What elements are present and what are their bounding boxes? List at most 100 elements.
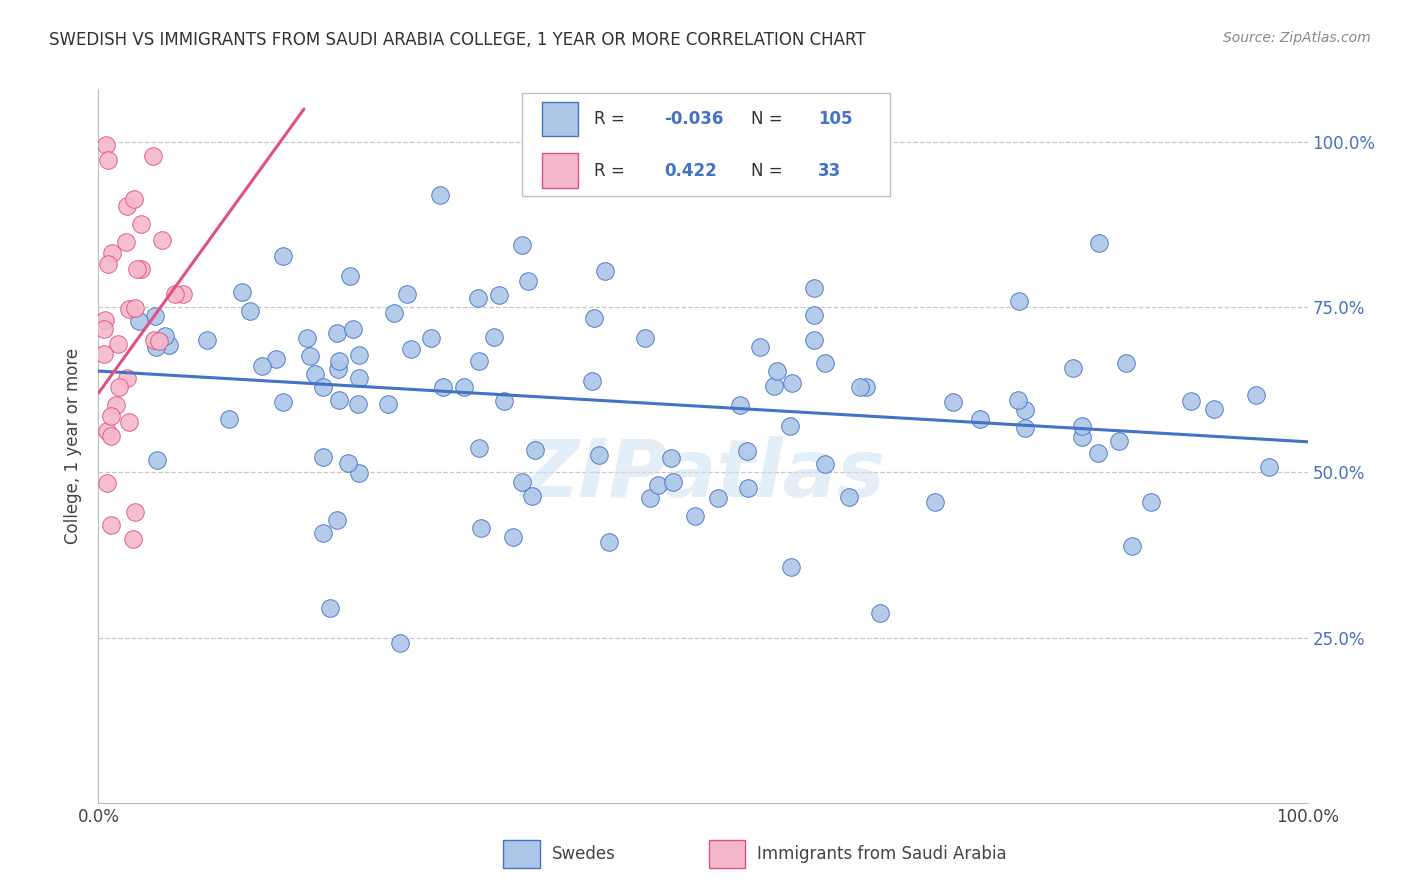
Point: [737, 444, 759, 458]
Point: [100, 518, 122, 533]
Point: [271, 249, 294, 263]
Point: [337, 456, 360, 470]
Text: -0.036: -0.036: [664, 111, 724, 128]
Point: [749, 340, 772, 354]
Point: [647, 478, 669, 492]
Point: [803, 333, 825, 347]
Point: [598, 535, 620, 549]
Point: [93, 321, 115, 335]
FancyBboxPatch shape: [709, 840, 745, 869]
Text: N =: N =: [751, 161, 783, 179]
Point: [150, 233, 173, 247]
Point: [142, 333, 165, 347]
Point: [326, 513, 349, 527]
Point: [146, 452, 169, 467]
Point: [1121, 539, 1143, 553]
Point: [494, 394, 516, 409]
Point: [803, 280, 825, 294]
Point: [510, 475, 533, 489]
Point: [510, 237, 533, 252]
Point: [470, 521, 492, 535]
Point: [97, 153, 120, 168]
Point: [468, 442, 491, 456]
Point: [1062, 361, 1084, 376]
Point: [707, 491, 730, 505]
Point: [326, 326, 349, 340]
Point: [312, 379, 335, 393]
Point: [1244, 387, 1267, 401]
Point: [328, 353, 350, 368]
FancyBboxPatch shape: [503, 840, 540, 869]
Point: [382, 306, 405, 320]
Point: [453, 380, 475, 394]
Point: [633, 330, 655, 344]
Point: [115, 199, 138, 213]
Point: [121, 532, 143, 546]
Point: [855, 380, 877, 394]
Point: [93, 347, 115, 361]
Point: [319, 601, 342, 615]
FancyBboxPatch shape: [522, 93, 890, 196]
Text: Swedes: Swedes: [551, 846, 616, 863]
Point: [157, 337, 180, 351]
Point: [107, 380, 129, 394]
Point: [304, 368, 326, 382]
Point: [299, 349, 322, 363]
Point: [295, 331, 318, 345]
Point: [155, 329, 177, 343]
Point: [516, 274, 538, 288]
Point: [347, 466, 370, 480]
Point: [129, 218, 152, 232]
Point: [97, 257, 120, 271]
Text: Source: ZipAtlas.com: Source: ZipAtlas.com: [1223, 31, 1371, 45]
FancyBboxPatch shape: [543, 153, 578, 187]
Point: [1202, 401, 1225, 416]
Point: [779, 419, 801, 434]
Point: [124, 505, 146, 519]
FancyBboxPatch shape: [543, 102, 578, 136]
Point: [124, 301, 146, 315]
Point: [924, 495, 946, 509]
Text: N =: N =: [751, 111, 783, 128]
Point: [141, 149, 163, 163]
Point: [148, 334, 170, 348]
Text: Immigrants from Saudi Arabia: Immigrants from Saudi Arabia: [758, 846, 1007, 863]
Point: [96, 476, 118, 491]
Point: [659, 450, 682, 465]
Point: [1115, 356, 1137, 370]
Point: [165, 286, 187, 301]
Point: [1258, 459, 1281, 474]
Point: [502, 531, 524, 545]
Point: [346, 397, 368, 411]
Point: [942, 395, 965, 409]
Text: 105: 105: [818, 111, 852, 128]
Point: [1008, 294, 1031, 309]
Point: [1014, 403, 1036, 417]
Point: [131, 261, 153, 276]
Point: [311, 450, 333, 464]
Point: [143, 309, 166, 323]
Point: [388, 636, 411, 650]
Point: [467, 291, 489, 305]
Point: [837, 490, 859, 504]
Point: [122, 192, 145, 206]
Point: [342, 322, 364, 336]
Point: [128, 314, 150, 328]
Point: [1014, 421, 1036, 435]
Point: [118, 415, 141, 429]
Point: [1071, 430, 1094, 444]
Point: [468, 354, 491, 368]
Point: [1087, 446, 1109, 460]
Point: [264, 351, 287, 366]
Point: [195, 333, 218, 347]
Point: [1140, 495, 1163, 509]
Point: [429, 188, 451, 202]
Point: [482, 329, 505, 343]
Point: [780, 376, 803, 390]
Point: [488, 288, 510, 302]
Point: [780, 559, 803, 574]
Point: [728, 398, 751, 412]
Point: [100, 429, 122, 443]
Point: [662, 475, 685, 489]
Text: 0.422: 0.422: [664, 161, 717, 179]
